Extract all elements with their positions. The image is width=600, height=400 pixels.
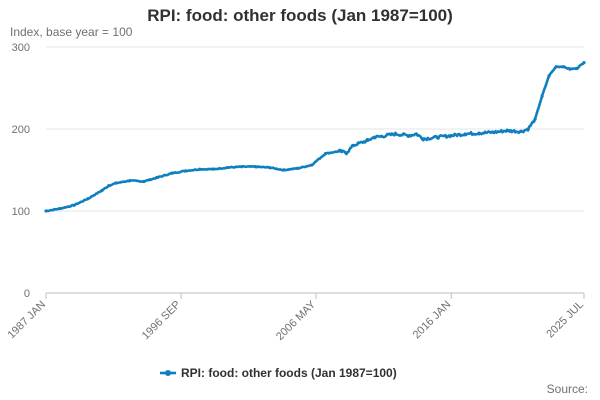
data-point [393, 132, 397, 136]
x-tick-label: 2016 JAN [411, 299, 454, 342]
data-point [568, 67, 572, 71]
data-point [170, 171, 174, 175]
data-point [58, 206, 62, 211]
y-axis-unit-label: Index, base year = 100 [10, 25, 133, 39]
series-line [44, 61, 586, 213]
data-point [156, 175, 160, 179]
data-point [547, 74, 551, 78]
data-point [240, 165, 244, 169]
x-tick-label: 2006 MAY [274, 298, 319, 343]
data-point [533, 117, 537, 121]
y-tick-label: 100 [12, 206, 30, 218]
data-point [107, 183, 111, 188]
x-tick-label: 2025 JUL [544, 299, 586, 341]
data-point [72, 203, 76, 207]
data-point [435, 135, 439, 139]
data-point [344, 151, 349, 155]
data-point [184, 169, 188, 173]
data-point [142, 179, 146, 184]
data-point [212, 167, 216, 171]
data-point [351, 143, 356, 147]
data-point [337, 149, 342, 153]
legend-label: RPI: food: other foods (Jan 1987=100) [181, 366, 397, 380]
data-point [554, 65, 558, 69]
legend-marker [165, 370, 171, 376]
data-point [114, 181, 118, 185]
data-point [477, 131, 481, 135]
data-point [100, 188, 104, 193]
data-point [128, 179, 132, 183]
y-tick-label: 300 [12, 42, 30, 54]
data-point [44, 209, 48, 213]
data-point [449, 133, 453, 138]
data-point [281, 168, 286, 172]
data-point [575, 66, 579, 70]
data-point [226, 165, 230, 170]
data-point [407, 133, 411, 138]
data-point [254, 165, 258, 169]
data-point [505, 129, 509, 133]
data-point [323, 152, 328, 156]
x-tick-label: 1987 JAN [5, 299, 48, 342]
data-point [267, 165, 272, 170]
y-tick-label: 0 [24, 288, 30, 300]
data-point [421, 137, 425, 141]
data-point [491, 130, 495, 134]
data-point [463, 132, 467, 136]
data-point [561, 65, 565, 69]
data-point [379, 134, 383, 138]
x-tick-label: 1996 SEP [140, 299, 184, 343]
data-point [295, 166, 300, 170]
data-point [582, 60, 586, 65]
data-point [540, 94, 544, 98]
chart-title: RPI: food: other foods (Jan 1987=100) [147, 6, 453, 25]
data-point [198, 167, 202, 171]
source-label: Source: [546, 382, 588, 396]
data-point [86, 197, 90, 201]
data-point [519, 129, 523, 134]
y-tick-label: 200 [12, 124, 30, 136]
data-point [365, 138, 370, 143]
data-point [526, 127, 530, 131]
data-point [414, 132, 418, 136]
data-point [372, 135, 376, 139]
data-point [309, 163, 314, 167]
